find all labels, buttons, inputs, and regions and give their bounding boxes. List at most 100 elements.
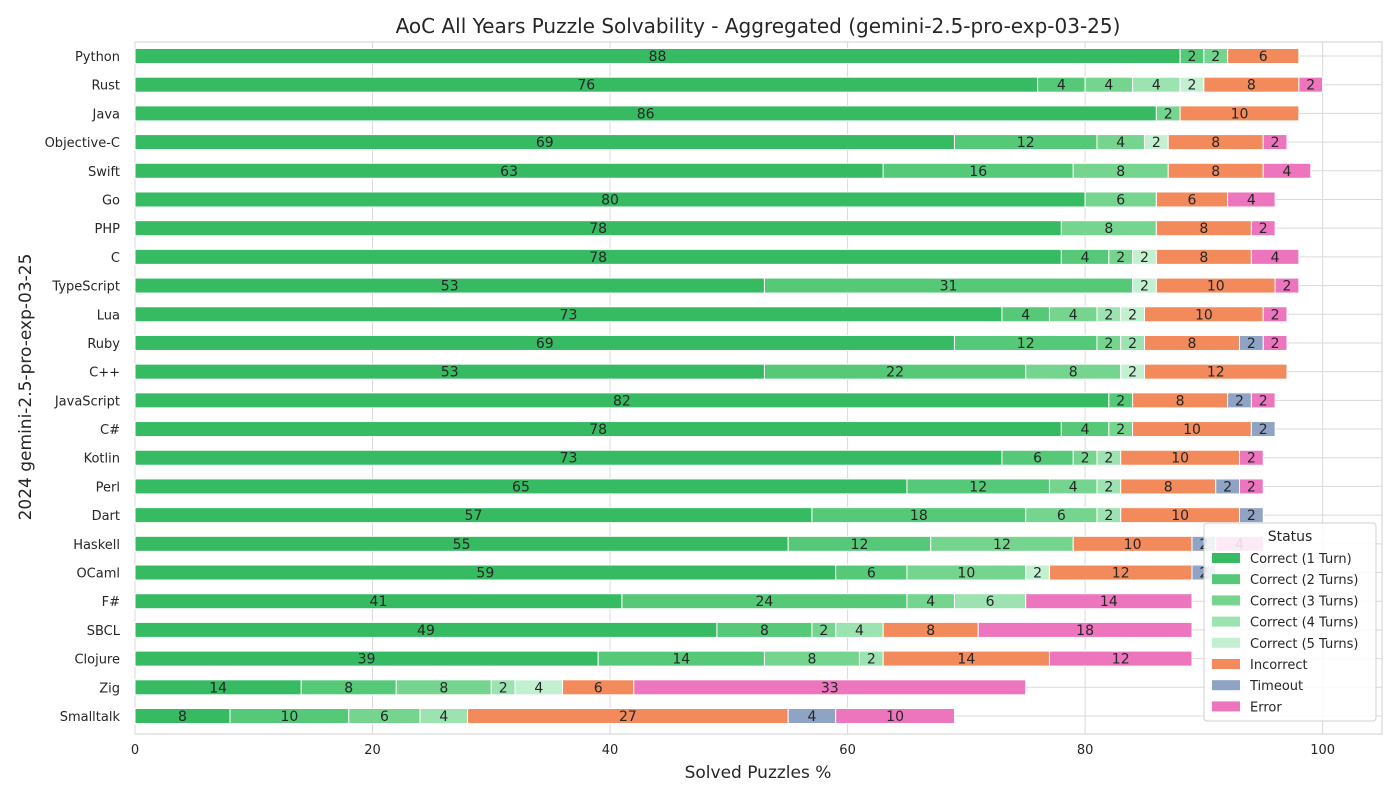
bar-segment <box>1274 277 1300 294</box>
bar-segment <box>1179 105 1300 122</box>
bar-value-label: 2 <box>1128 336 1137 352</box>
bar-value-label: 8 <box>1188 336 1197 352</box>
bar-value-label: 18 <box>1076 623 1094 639</box>
bar-value-label: 4 <box>1247 192 1256 208</box>
bar-value-label: 10 <box>1207 279 1225 295</box>
bar-value-label: 65 <box>512 479 530 495</box>
bar-value-label: 10 <box>957 566 975 582</box>
x-axis-label: Solved Puzzles % <box>685 763 832 783</box>
y-tick-label: Zig <box>99 681 120 696</box>
bar-value-label: 39 <box>358 652 376 668</box>
bar-segment <box>1250 220 1276 237</box>
legend-swatch <box>1212 574 1240 585</box>
y-tick-label: PHP <box>95 222 121 237</box>
legend-entry: Incorrect <box>1250 658 1308 673</box>
legend-swatch <box>1212 553 1240 563</box>
legend-entry: Correct (1 Turn) <box>1250 552 1352 567</box>
bar-segment <box>1250 248 1300 265</box>
bar-value-label: 88 <box>649 49 667 65</box>
bar-value-label: 10 <box>280 709 298 725</box>
bar-value-label: 8 <box>807 652 816 668</box>
legend-swatch <box>1212 659 1240 669</box>
bar-value-label: 57 <box>465 508 483 524</box>
bar-value-label: 2 <box>1164 106 1173 122</box>
bar-segment <box>1238 478 1264 495</box>
bar-value-label: 53 <box>441 279 459 295</box>
bar-value-label: 2 <box>1140 250 1149 266</box>
bar-value-label: 4 <box>855 623 864 639</box>
bar-value-label: 53 <box>441 365 459 381</box>
bar-value-label: 2 <box>1223 479 1232 495</box>
bar-value-label: 2 <box>1128 307 1137 323</box>
bar-value-label: 4 <box>439 709 448 725</box>
bar-value-label: 8 <box>1176 393 1185 409</box>
bar-segment <box>1227 48 1300 64</box>
bar-value-label: 8 <box>1211 135 1220 151</box>
bar-value-label: 4 <box>1021 307 1030 323</box>
bar-value-label: 2 <box>1104 451 1113 467</box>
bar-value-label: 2 <box>1116 393 1125 409</box>
bar-segment <box>835 708 955 724</box>
y-tick-label: Go <box>102 193 120 208</box>
bar-value-label: 2 <box>1116 422 1125 438</box>
y-tick-label: OCaml <box>76 567 120 582</box>
bar-value-label: 2 <box>1116 250 1125 266</box>
bar-value-label: 4 <box>1081 422 1090 438</box>
bar-segment <box>633 679 1027 696</box>
y-tick-label: C <box>111 251 120 266</box>
bar-segment <box>1262 306 1288 323</box>
legend-title: Status <box>1268 529 1313 545</box>
bar-value-label: 12 <box>1112 652 1130 668</box>
bar-value-label: 31 <box>940 279 958 295</box>
bar-value-label: 8 <box>1069 365 1078 381</box>
bar-value-label: 2 <box>1247 479 1256 495</box>
bar-segment <box>1227 191 1276 208</box>
bar-value-label: 10 <box>1231 106 1249 122</box>
bar-value-label: 2 <box>1081 451 1090 467</box>
bar-value-label: 8 <box>178 709 187 725</box>
bar-value-label: 2 <box>1128 365 1137 381</box>
legend-entry: Correct (5 Turns) <box>1250 637 1358 652</box>
x-tick-label: 100 <box>1310 743 1335 758</box>
bar-value-label: 2 <box>819 623 828 639</box>
bar-value-label: 59 <box>476 566 494 582</box>
legend-swatch <box>1212 680 1240 691</box>
bar-value-label: 4 <box>534 680 543 696</box>
bar-value-label: 6 <box>1188 192 1197 208</box>
bar-value-label: 8 <box>1164 479 1173 495</box>
bar-value-label: 16 <box>969 164 987 180</box>
bar-value-label: 69 <box>536 135 554 151</box>
bar-value-label: 14 <box>672 652 690 668</box>
x-tick-label: 20 <box>364 743 381 758</box>
plot-area <box>134 41 1383 735</box>
bar-segment <box>1238 449 1264 466</box>
bar-value-label: 2 <box>1271 307 1280 323</box>
bar-value-label: 22 <box>886 365 904 381</box>
bar-value-label: 2 <box>1211 49 1220 65</box>
y-tick-label: Kotlin <box>84 452 120 467</box>
bar-value-label: 6 <box>986 594 995 610</box>
bar-value-label: 2 <box>1247 451 1256 467</box>
x-tick-label: 60 <box>839 743 856 758</box>
bar-value-label: 2 <box>867 652 876 668</box>
bar-value-label: 4 <box>807 709 816 725</box>
bar-value-label: 78 <box>589 250 607 266</box>
bar-value-label: 12 <box>993 537 1011 553</box>
bar-value-label: 55 <box>453 537 471 553</box>
bar-value-label: 6 <box>1259 49 1268 65</box>
bar-segment <box>1143 363 1288 380</box>
legend-items: Correct (1 Turn) Correct (2 Turns) Correct… <box>1212 552 1358 715</box>
bar-value-label: 2 <box>1235 393 1244 409</box>
legend-swatch <box>1212 701 1240 712</box>
y-tick-label: Python <box>75 50 120 65</box>
bar-value-label: 6 <box>594 680 603 696</box>
y-tick-label: C++ <box>89 366 120 381</box>
bar-value-label: 4 <box>1057 78 1066 94</box>
bar-value-label: 14 <box>957 652 975 668</box>
bar-value-label: 2 <box>1152 135 1161 151</box>
bar-value-label: 78 <box>589 221 607 237</box>
x-tick-label: 80 <box>1077 743 1094 758</box>
bar-value-label: 63 <box>500 164 518 180</box>
bar-value-label: 14 <box>209 680 227 696</box>
